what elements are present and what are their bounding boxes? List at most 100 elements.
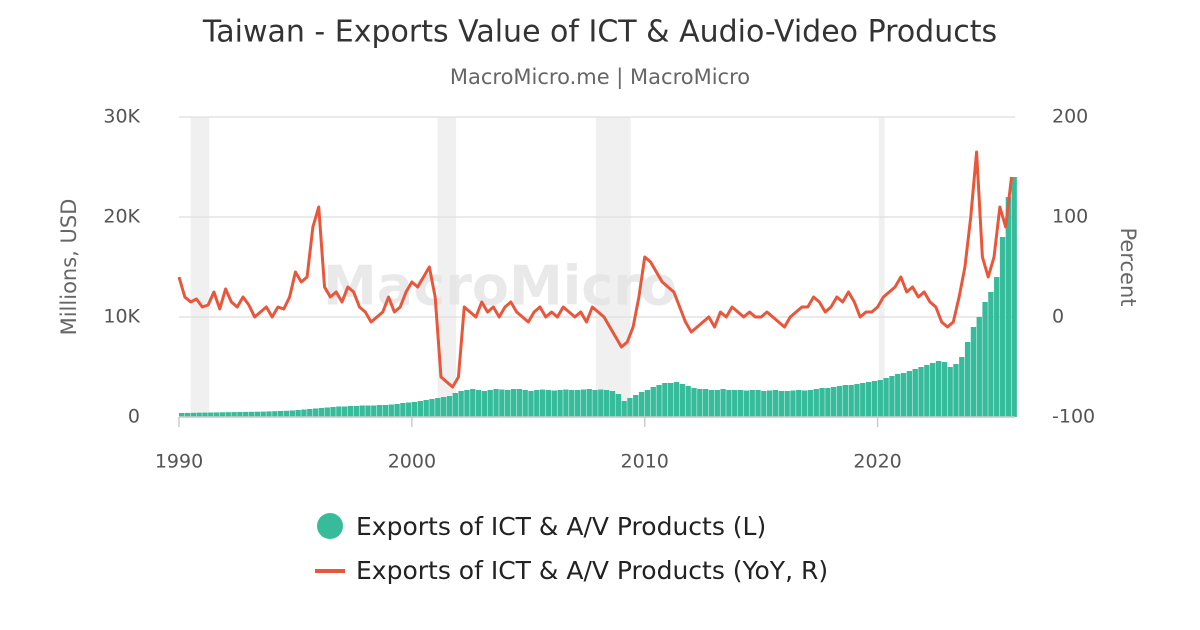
bar	[184, 412, 191, 417]
bar	[621, 401, 627, 417]
bar	[609, 391, 616, 417]
bar	[726, 390, 732, 417]
bar	[877, 380, 883, 417]
bar	[475, 390, 482, 417]
bar	[848, 385, 854, 417]
bar	[330, 407, 336, 417]
bar	[376, 405, 383, 417]
bar	[231, 412, 237, 417]
bar	[976, 317, 982, 417]
y2-tick-label: 0	[1052, 306, 1064, 328]
chart-title: Taiwan - Exports Value of ICT & Audio-Vi…	[202, 15, 997, 50]
y-tick-label: 30K	[103, 106, 140, 128]
bar	[930, 363, 936, 417]
bar	[656, 385, 662, 417]
x-tick-label: 2020	[853, 451, 901, 473]
bar	[388, 404, 394, 417]
bar	[772, 390, 779, 417]
bar	[237, 412, 243, 417]
bar	[179, 413, 185, 417]
y2-tick-label: 100	[1052, 206, 1088, 228]
bar	[627, 398, 633, 417]
bar	[650, 387, 656, 417]
bar	[452, 393, 458, 417]
bar	[359, 405, 365, 417]
bar	[213, 412, 220, 417]
bar	[266, 411, 272, 417]
bar	[510, 389, 517, 417]
bar	[312, 408, 319, 417]
bar	[301, 409, 307, 417]
bar	[248, 411, 255, 417]
bar	[272, 411, 278, 417]
bar	[400, 403, 406, 417]
bar	[196, 412, 202, 417]
bar	[697, 389, 703, 417]
y2-axis-title: Percent	[1116, 227, 1140, 306]
legend-label[interactable]: Exports of ICT & A/V Products (L)	[356, 512, 766, 541]
bar	[668, 383, 674, 417]
legend-label[interactable]: Exports of ICT & A/V Products (YoY, R)	[356, 556, 828, 585]
bar	[277, 411, 284, 417]
bar	[394, 404, 400, 417]
bar	[225, 412, 231, 417]
y2-tick-label: -100	[1052, 406, 1095, 428]
bar	[481, 391, 488, 417]
bar	[807, 390, 814, 417]
bar	[493, 389, 499, 417]
bar	[243, 411, 249, 417]
bar	[324, 407, 330, 417]
line	[177, 150, 1013, 389]
bar	[737, 390, 744, 417]
bar	[592, 390, 598, 417]
bar	[714, 390, 720, 417]
bar	[423, 400, 429, 417]
bar	[778, 391, 784, 417]
bar	[743, 390, 750, 417]
bar	[551, 390, 557, 417]
bar	[906, 371, 913, 417]
legend-swatch	[317, 513, 343, 539]
bar	[633, 395, 639, 417]
bar	[935, 361, 942, 417]
shaded-period	[437, 117, 457, 417]
bar	[574, 390, 581, 417]
bar	[796, 390, 802, 417]
bar	[964, 342, 971, 417]
bar	[487, 390, 493, 417]
bar	[673, 382, 680, 417]
bar	[755, 390, 761, 417]
bar	[534, 390, 540, 417]
bar	[569, 390, 575, 417]
bar	[883, 378, 889, 417]
bar	[202, 412, 208, 417]
bar	[865, 382, 872, 417]
bar	[190, 412, 196, 417]
bar	[283, 410, 290, 417]
bar	[318, 408, 325, 417]
bar	[825, 388, 831, 417]
bar	[295, 410, 301, 417]
bar	[347, 406, 354, 417]
bar	[854, 384, 860, 417]
bar	[766, 390, 773, 417]
bar	[598, 389, 604, 417]
bar	[871, 381, 878, 417]
bar	[749, 390, 755, 417]
bar	[411, 402, 418, 417]
bar	[336, 406, 342, 417]
bar	[924, 365, 930, 417]
bar	[464, 390, 470, 417]
bar	[638, 392, 645, 417]
bar	[353, 406, 360, 417]
bar	[371, 405, 377, 417]
plot-area: 0 10K 20K 30K -100 0 100 200 1990 2000 2010 2020 Mac…	[103, 106, 1095, 473]
bar	[732, 390, 738, 417]
bar	[528, 391, 534, 417]
bar	[539, 389, 546, 417]
bar	[708, 390, 715, 417]
bar	[662, 383, 668, 417]
bar	[959, 357, 965, 417]
